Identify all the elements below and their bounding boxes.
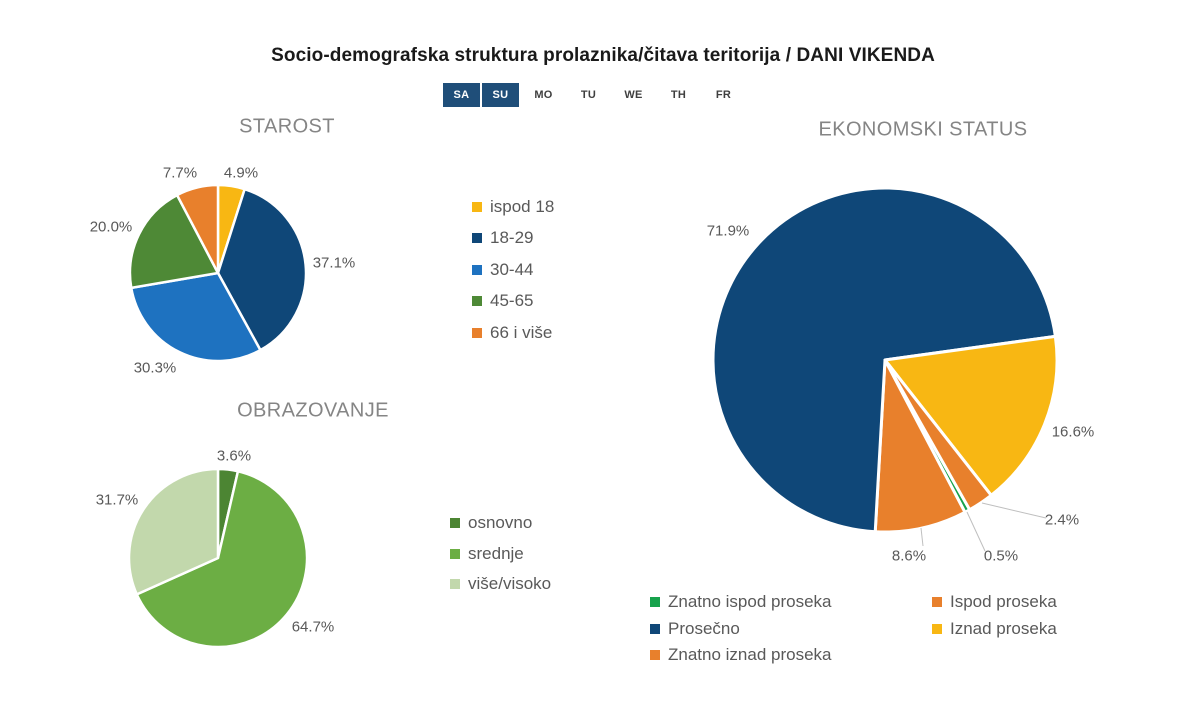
legend-swatch-znatno-ispod-proseka [650, 597, 660, 608]
legend-swatch-45-65 [472, 296, 482, 307]
legend-item-znatno-iznad-proseka: Znatno iznad proseka [650, 642, 832, 669]
value-label-ispod-18: 4.9% [224, 165, 258, 182]
legend-label: osnovno [468, 513, 533, 533]
legend-swatch-osnovno [450, 518, 460, 529]
value-label-vi-e-visoko: 31.7% [96, 492, 139, 509]
legend-item-iznad-proseka: Iznad proseka [932, 616, 1057, 643]
day-tab-we[interactable]: WE [624, 89, 643, 101]
legend-item-osnovno: osnovno [450, 508, 551, 539]
legend-swatch-66-i-vi-e [472, 327, 482, 338]
value-label-prose-no: 71.9% [707, 223, 750, 240]
legend-item-30-44: 30-44 [472, 254, 554, 286]
day-tab-tu[interactable]: TU [580, 89, 597, 101]
value-label-ispod-proseka: 8.6% [892, 548, 926, 565]
main-title: Socio-demografska struktura prolaznika/č… [271, 45, 935, 66]
value-label-45-65: 20.0% [90, 219, 133, 236]
day-tab-th[interactable]: TH [670, 89, 687, 101]
legend-label: ispod 18 [490, 196, 555, 216]
label-leader-line [920, 527, 924, 547]
day-tab-su[interactable]: SU [482, 83, 519, 107]
legend-obrazovanje: osnovno srednje više/visoko [450, 508, 551, 600]
chart-title-starost: STAROST [239, 115, 335, 138]
pie-slice-18-29 [216, 187, 308, 352]
legend-item-ispod-proseka: Ispod proseka [932, 589, 1057, 616]
legend-item-ispod-18: ispod 18 [472, 191, 554, 223]
day-tab-sa[interactable]: SA [443, 83, 480, 107]
legend-label: Prosečno [668, 618, 740, 638]
legend-label: 18-29 [490, 228, 534, 248]
value-label-30-44: 30.3% [134, 360, 177, 377]
legend-label: Znatno iznad proseka [668, 645, 832, 665]
legend-starost: ispod 18 18-29 30-44 45-65 66 i više [472, 191, 554, 349]
pie-obrazovanje: 3.6% 64.7% 31.7% [96, 448, 335, 649]
pie-slice-45-65 [128, 193, 220, 290]
legend-item-srednje: srednje [450, 539, 551, 570]
legend-label: više/visoko [468, 574, 552, 594]
value-label-znatno-ispod-proseka: 0.5% [984, 548, 1018, 565]
legend-swatch-znatno-iznad-proseka [650, 650, 660, 661]
legend-swatch-srednje [450, 548, 460, 559]
legend-item-znatno-ispod-proseka: Znatno ispod proseka [650, 589, 832, 616]
legend-item-vi-e-visoko: više/visoko [450, 569, 551, 600]
legend-swatch-vi-e-visoko [450, 579, 460, 590]
legend-label: 30-44 [490, 259, 534, 279]
legend-swatch-iznad-proseka [932, 623, 942, 634]
legend-swatch-30-44 [472, 264, 482, 275]
value-label-66-i-vi-e: 7.7% [163, 165, 197, 182]
legend-ekonomski-status-col-1: Znatno ispod proseka Prosečno Znatno iznad… [650, 589, 832, 669]
pie-slice-iznad-proseka [883, 334, 1059, 497]
legend-ekonomski-status-col-2: Ispod proseka Iznad proseka [932, 589, 1057, 642]
legend-label: Iznad proseka [950, 618, 1057, 638]
pie-ekonomski-status: 0.5% 8.6% 71.9% 16.6% 2.4% [707, 186, 1095, 565]
legend-swatch-18-29 [472, 233, 482, 244]
chart-title-obrazovanje: OBRAZOVANJE [237, 399, 389, 422]
day-tab-mo[interactable]: MO [534, 89, 553, 101]
label-leader-line [966, 511, 986, 552]
pie-slice-srednje [135, 470, 309, 649]
day-tab-fr[interactable]: FR [715, 89, 732, 101]
pie-starost: 4.9% 37.1% 30.3% 20.0% 7.7% [90, 165, 356, 377]
legend-label: 66 i više [490, 322, 553, 342]
pie-slice-66-i-vi-e [175, 183, 220, 275]
legend-item-45-65: 45-65 [472, 286, 554, 318]
value-label-znatno-iznad-proseka: 2.4% [1045, 512, 1079, 529]
legend-label: srednje [468, 543, 524, 563]
legend-item-prose-no: Prosečno [650, 616, 832, 643]
value-label-18-29: 37.1% [313, 255, 356, 272]
value-label-srednje: 64.7% [292, 619, 335, 636]
legend-swatch-prose-no [650, 623, 660, 634]
legend-label: Ispod proseka [950, 592, 1057, 612]
legend-label: Znatno ispod proseka [668, 592, 832, 612]
value-label-iznad-proseka: 16.6% [1052, 424, 1095, 441]
value-label-osnovno: 3.6% [217, 448, 251, 465]
pie-slice-vi-e-visoko [127, 467, 220, 596]
pie-slice-30-44 [130, 271, 262, 363]
label-leader-line [981, 502, 1047, 519]
legend-item-18-29: 18-29 [472, 223, 554, 255]
pie-slice-znatno-iznad-proseka [883, 358, 993, 512]
day-filter-tabs: SA SU MO TU WE TH FR [443, 83, 746, 107]
legend-swatch-ispod-18 [472, 201, 482, 212]
legend-label: 45-65 [490, 291, 534, 311]
chart-title-ekonomski-status: EKONOMSKI STATUS [818, 118, 1028, 141]
legend-item-66-i-vi-e: 66 i više [472, 317, 554, 349]
legend-swatch-ispod-proseka [932, 597, 942, 608]
